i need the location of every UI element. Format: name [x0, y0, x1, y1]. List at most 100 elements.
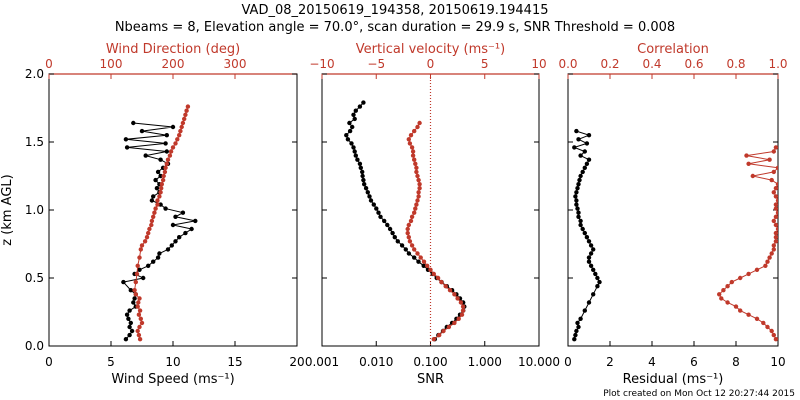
x-tick-label-top: −5: [367, 57, 385, 71]
data-point: [771, 332, 776, 338]
x-axis-label-top: Vertical velocity (ms⁻¹): [356, 42, 505, 57]
data-point: [123, 337, 129, 342]
data-point: [588, 243, 594, 248]
data-point: [746, 271, 751, 277]
data-point: [459, 312, 465, 317]
x-tick-label-top: 5: [481, 57, 489, 71]
data-point: [458, 300, 464, 305]
data-point: [132, 296, 137, 301]
data-point: [456, 316, 461, 321]
data-point: [421, 263, 426, 268]
data-point: [164, 161, 169, 166]
data-point: [183, 230, 188, 236]
data-point: [123, 137, 129, 142]
data-point: [417, 186, 422, 191]
data-point: [410, 149, 416, 154]
data-point: [163, 206, 168, 211]
x-tick-label-top: 0: [45, 57, 53, 71]
data-point: [773, 239, 778, 244]
data-point: [141, 275, 146, 281]
x-tick-label-bottom: 2: [606, 355, 614, 369]
data-point: [367, 194, 372, 199]
data-point: [353, 153, 358, 158]
data-point: [447, 288, 453, 293]
data-point: [163, 141, 168, 146]
data-point: [163, 165, 168, 170]
x-tick-label-top: −10: [309, 57, 334, 71]
data-point: [574, 202, 579, 207]
data-point: [149, 198, 155, 203]
data-point: [158, 157, 163, 162]
data-point: [136, 300, 141, 305]
data-point: [767, 157, 772, 162]
x-tick-label-bottom: 10: [770, 355, 785, 369]
data-point: [578, 316, 583, 321]
data-point: [576, 214, 581, 219]
data-point: [744, 153, 749, 158]
data-point: [573, 332, 578, 338]
data-point: [415, 198, 420, 203]
data-point: [385, 222, 390, 228]
data-point: [576, 182, 581, 187]
data-point: [153, 177, 158, 183]
data-point: [738, 308, 743, 313]
data-point: [416, 177, 421, 183]
data-point: [406, 235, 411, 240]
data-point: [591, 267, 596, 272]
x-axis-label-bottom: Wind Speed (ms⁻¹): [111, 372, 234, 387]
data-point: [460, 308, 466, 313]
data-point: [374, 206, 379, 211]
series-1: [121, 120, 198, 342]
data-point: [717, 292, 722, 297]
data-point: [353, 108, 358, 113]
plot-frame: [567, 73, 779, 347]
data-point: [149, 222, 154, 228]
data-point: [365, 190, 370, 195]
data-point: [460, 304, 466, 309]
data-point: [361, 177, 366, 183]
data-point: [578, 153, 583, 158]
y-tick-label: 0.0: [25, 339, 44, 353]
x-tick-label-bottom: 0: [45, 355, 53, 369]
panel-3: 0 2 4 6 8 10 Residual (ms⁻¹) 0.0 0.2 0.4 0.6 0.8 1.0…: [558, 42, 787, 387]
data-point: [412, 210, 417, 215]
data-point: [414, 169, 419, 175]
series-line: [407, 122, 464, 340]
data-point: [157, 251, 162, 256]
data-point: [361, 100, 366, 105]
data-point: [418, 255, 423, 260]
data-point: [121, 279, 126, 285]
data-point: [413, 161, 418, 166]
data-point: [595, 284, 600, 289]
data-point: [415, 251, 420, 256]
data-point: [431, 337, 436, 342]
data-point: [428, 267, 433, 272]
data-point: [139, 320, 145, 326]
data-point: [128, 320, 133, 326]
data-point: [164, 149, 169, 154]
data-point: [184, 108, 189, 113]
figure-title-line1: VAD_08_20150619_194358, 20150619.194415: [242, 3, 549, 18]
data-point: [765, 324, 770, 330]
data-point: [771, 169, 776, 175]
x-tick-label-bottom: 8: [732, 355, 740, 369]
data-point: [173, 239, 178, 244]
data-point: [729, 279, 734, 285]
data-point: [406, 137, 411, 142]
data-point: [362, 182, 367, 187]
data-point: [408, 133, 414, 138]
data-point: [412, 128, 417, 134]
data-point: [170, 145, 176, 150]
data-point: [578, 173, 583, 179]
data-point: [159, 186, 164, 191]
data-point: [133, 292, 138, 297]
y-tick-label: 1.5: [25, 135, 44, 149]
data-point: [134, 271, 140, 277]
data-point: [409, 145, 415, 150]
data-point: [425, 263, 430, 268]
data-point: [591, 292, 596, 297]
data-point: [349, 141, 354, 146]
